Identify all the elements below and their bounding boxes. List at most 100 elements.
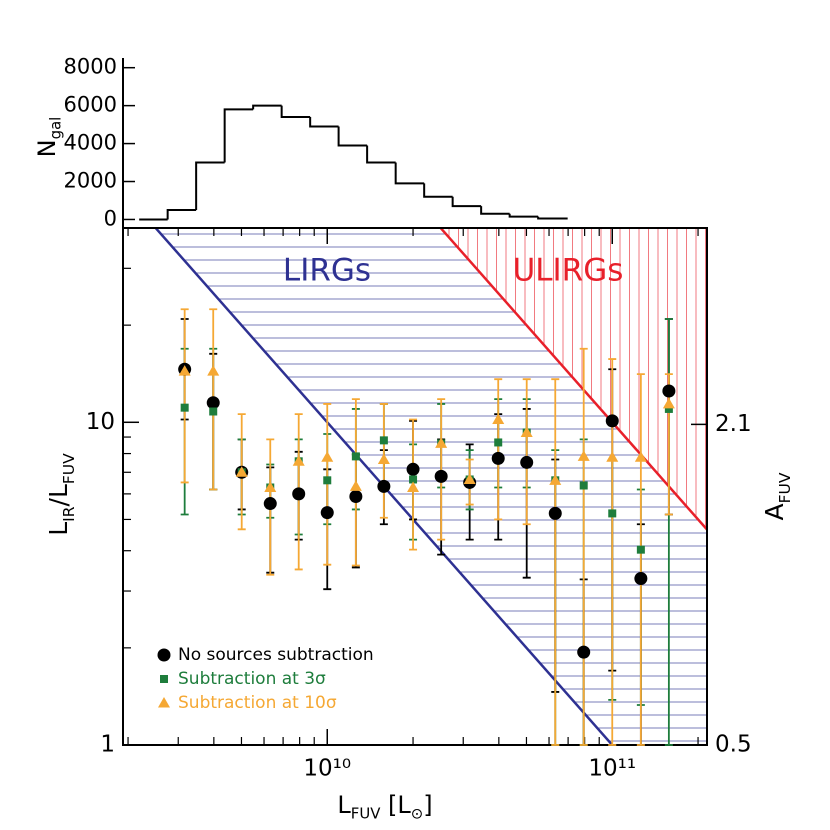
marker xyxy=(209,407,218,416)
marker xyxy=(520,455,534,469)
histogram-step xyxy=(508,213,539,218)
marker xyxy=(579,481,588,490)
marker xyxy=(634,572,648,586)
marker xyxy=(379,436,388,445)
label-part: L xyxy=(337,791,351,819)
histogram-step xyxy=(252,104,282,110)
marker xyxy=(492,413,505,425)
axis-label: LFUV [L⊙] xyxy=(337,791,432,822)
marker xyxy=(377,453,390,464)
error-bar xyxy=(664,373,673,516)
y-tick-label: 2000 xyxy=(64,169,117,193)
plot-frame xyxy=(122,227,708,746)
histogram-step xyxy=(366,145,396,164)
y2-tick-label: 2.1 xyxy=(715,411,752,437)
marker xyxy=(349,480,362,491)
y-tick-label: 0 xyxy=(104,206,117,230)
y-tick-label: 6000 xyxy=(64,93,117,117)
region-label: ULIRGs xyxy=(513,253,624,289)
marker xyxy=(321,451,334,462)
label-part: [L xyxy=(380,791,411,819)
error-bar xyxy=(494,378,503,521)
marker xyxy=(349,489,363,503)
marker xyxy=(662,397,675,409)
histogram-step xyxy=(280,105,311,119)
axis-label: AFUV xyxy=(760,472,793,520)
marker xyxy=(494,438,503,447)
x-tick-label: 10¹¹ xyxy=(588,756,636,782)
region-label: LIRGs xyxy=(283,253,371,289)
axis-label: Ngal xyxy=(33,117,64,158)
legend-marker xyxy=(158,697,170,708)
label-part: /L xyxy=(44,484,73,506)
axis-label: LIR/LFUV xyxy=(44,453,77,536)
marker xyxy=(377,479,391,493)
marker xyxy=(463,473,476,484)
marker xyxy=(292,487,306,501)
marker xyxy=(577,450,590,461)
label-part: FUV xyxy=(775,472,793,503)
marker xyxy=(605,414,619,428)
marker xyxy=(634,451,647,462)
marker xyxy=(320,506,334,520)
x-tick-label: 10¹⁰ xyxy=(303,756,351,782)
marker xyxy=(207,365,220,376)
marker xyxy=(178,365,191,376)
histogram-step xyxy=(337,126,368,147)
marker xyxy=(264,481,277,492)
label-part: A xyxy=(760,503,789,520)
label-part: FUV xyxy=(59,453,77,484)
marker xyxy=(577,645,591,659)
marker xyxy=(549,474,562,485)
error-bar xyxy=(437,398,446,541)
marker xyxy=(263,497,277,511)
marker xyxy=(662,384,676,398)
error-bar xyxy=(579,347,588,746)
label-part: ⊙ xyxy=(411,804,423,822)
marker xyxy=(292,455,305,466)
marker xyxy=(491,451,505,465)
label-part: L xyxy=(44,522,73,536)
marker xyxy=(406,462,420,476)
legend-marker xyxy=(157,648,171,662)
histogram-step xyxy=(195,161,225,210)
marker xyxy=(435,437,448,448)
marker xyxy=(434,469,448,483)
y-tick-label: 1 xyxy=(100,732,115,758)
marker xyxy=(180,403,189,412)
region-boundary xyxy=(154,228,614,745)
marker xyxy=(608,509,617,518)
legend-label: Subtraction at 10σ xyxy=(178,693,337,713)
histogram-step xyxy=(537,216,568,220)
histogram-step xyxy=(309,117,339,128)
marker xyxy=(636,545,645,554)
marker xyxy=(407,481,420,492)
marker xyxy=(323,476,332,485)
y2-tick-label: 0.5 xyxy=(715,732,752,758)
label-part: ] xyxy=(423,791,432,819)
y-tick-label: 4000 xyxy=(64,131,117,155)
marker xyxy=(664,404,673,413)
marker xyxy=(235,466,248,477)
label-part: IR xyxy=(59,506,77,522)
marker xyxy=(606,451,619,462)
label-part: N xyxy=(33,139,61,157)
histogram-step xyxy=(166,208,197,220)
marker xyxy=(206,396,220,410)
error-bar xyxy=(551,378,560,746)
marker xyxy=(351,452,360,461)
label-part: FUV xyxy=(351,804,381,822)
label-part: gal xyxy=(46,117,64,140)
y-tick-label: 8000 xyxy=(64,55,117,79)
legend-marker xyxy=(160,675,168,683)
histogram-step xyxy=(423,183,453,198)
legend-label: No sources subtraction xyxy=(178,645,374,665)
marker xyxy=(520,426,533,437)
histogram-step xyxy=(223,108,254,163)
histogram-step xyxy=(394,162,425,185)
histogram-step xyxy=(451,196,482,208)
histogram-step xyxy=(480,206,510,215)
error-bar xyxy=(180,308,189,484)
legend-label: Subtraction at 3σ xyxy=(178,669,326,689)
